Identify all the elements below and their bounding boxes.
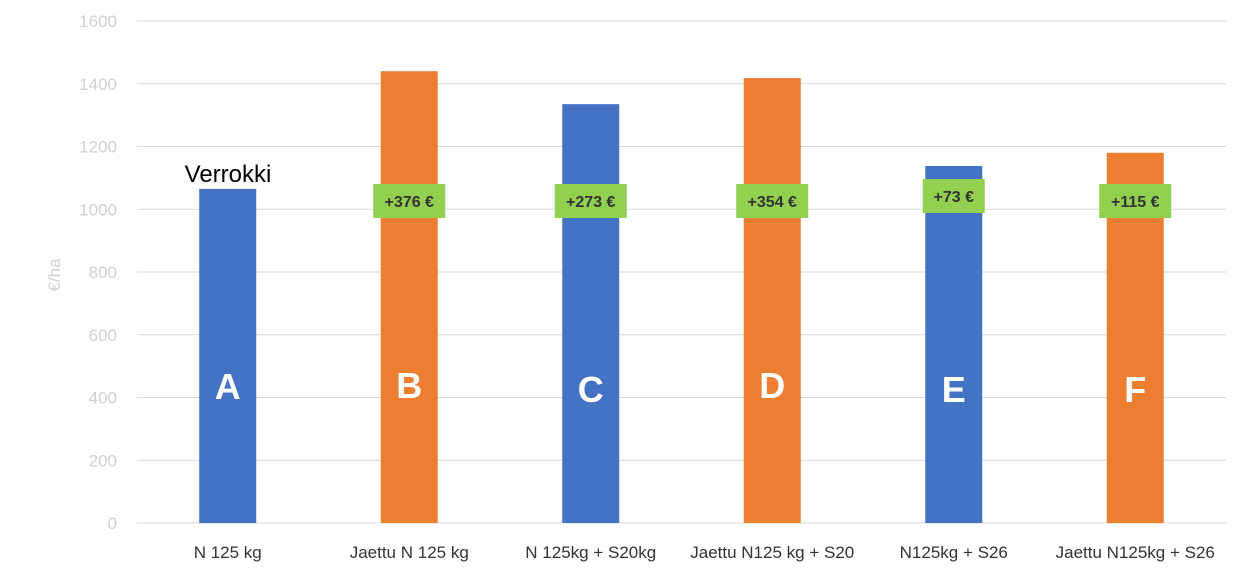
y-tick-label: 1400 <box>79 75 117 94</box>
difference-badge <box>373 184 446 218</box>
difference-label: +73 € <box>934 189 975 206</box>
y-tick-label: 1600 <box>79 12 117 31</box>
bar-c <box>562 104 620 524</box>
difference-label: +273 € <box>566 194 615 211</box>
bar-letter: A <box>215 366 241 407</box>
bar-letter: D <box>759 365 785 406</box>
control-annotation: Verrokki <box>185 161 272 188</box>
y-axis-ticks: 0 200 400 600 800 1000 1200 1400 1600 <box>79 12 117 533</box>
y-tick-label: 200 <box>89 451 117 470</box>
bar-e <box>925 165 983 523</box>
x-category-label: Jaettu N125 kg + S20 <box>690 543 854 562</box>
y-tick-label: 800 <box>89 263 117 282</box>
difference-badge <box>1099 184 1172 218</box>
bar-letter: C <box>578 369 604 410</box>
bars: A B +376 € C +273 € D +354 € E +73 € F +115 € <box>199 71 1172 524</box>
x-axis-categories: N 125 kg Jaettu N 125 kg N 125kg + S20kg Ja… <box>194 543 1215 562</box>
x-category-label: N 125kg + S20kg <box>525 543 656 562</box>
difference-badge <box>922 179 985 213</box>
gridlines <box>137 20 1226 524</box>
bar-b <box>380 71 438 523</box>
bar-d <box>743 78 801 523</box>
x-category-label: N125kg + S26 <box>900 543 1008 562</box>
x-category-label: Jaettu N 125 kg <box>350 543 469 562</box>
x-category-label: Jaettu N125kg + S26 <box>1056 543 1215 562</box>
difference-label: +115 € <box>1111 194 1160 211</box>
y-tick-label: 1000 <box>79 200 117 219</box>
difference-badge <box>554 184 627 218</box>
difference-badge <box>736 184 809 218</box>
difference-label: +376 € <box>385 194 434 211</box>
y-tick-label: 400 <box>89 389 117 408</box>
difference-label: +354 € <box>748 194 797 211</box>
x-category-label: N 125 kg <box>194 543 262 562</box>
bar-a <box>199 188 257 523</box>
bar-letter: B <box>396 365 422 406</box>
y-tick-label: 1200 <box>79 138 117 157</box>
y-tick-label: 600 <box>89 326 117 345</box>
bar-letter: F <box>1124 369 1146 410</box>
y-tick-label: 0 <box>108 514 117 533</box>
y-axis-label: €/ha <box>45 258 64 292</box>
bar-letter: E <box>942 369 966 410</box>
